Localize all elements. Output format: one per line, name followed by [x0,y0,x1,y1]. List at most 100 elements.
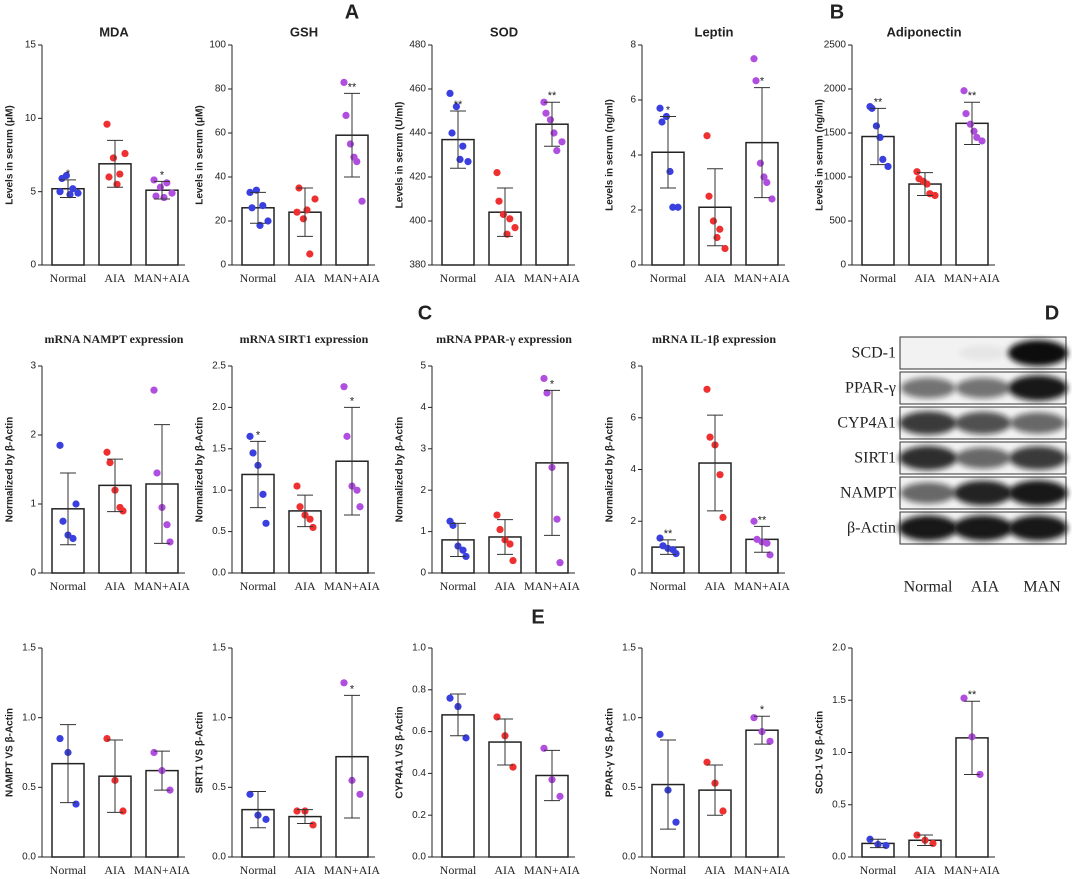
x-tick-label: AIA [294,579,316,593]
y-tick-label: 0 [840,260,846,271]
data-point [353,486,361,494]
data-point [156,183,164,191]
data-point [309,821,317,829]
blot-band [1008,480,1068,506]
data-point [306,250,314,258]
data-point [262,519,270,527]
data-point [499,210,507,218]
y-tick-label: 4 [630,464,636,475]
error-bar [544,101,560,147]
error-bar [107,458,123,513]
x-tick-label: Normal [440,271,477,285]
data-point [669,203,677,211]
data-point [459,142,467,150]
y-axis-label: Normalized by β-Actin [605,417,616,523]
y-tick-label: 2.0 [212,402,226,413]
error-bar [450,110,466,169]
y-tick-label: 80 [215,84,227,95]
blot-band [900,482,956,504]
blot-label: SCD-1 [852,345,896,362]
data-point [493,511,501,519]
data-point [923,180,931,188]
y-axis-label: Levels in serum (μM) [5,105,16,204]
panel-label: D [1045,302,1059,324]
y-tick-label: 1.5 [212,443,226,454]
data-point [750,55,758,63]
error-bar [60,472,76,546]
significance: ** [664,528,673,540]
significance: * [66,168,71,180]
x-tick-label: AIA [294,863,316,877]
data-point [311,195,319,203]
error-bar [754,525,770,553]
blot-band [953,515,1013,541]
y-tick-label: 0.2 [412,810,426,821]
error-bar [154,180,170,200]
chart: mRNA SIRT1 expression Normalized by β-Act… [195,332,381,593]
blot-label: PPAR-γ [845,380,896,397]
significance: * [760,76,765,88]
y-tick-label: 0.5 [22,782,36,793]
y-tick-label: 2500 [824,40,847,51]
blot-band [1008,375,1068,401]
data-point [163,521,171,529]
x-tick-label: MAN+AIA [134,863,190,877]
error-bar [344,92,360,178]
y-tick-label: 60 [215,128,227,139]
y-axis-label: Normalized by β-Actin [395,417,406,523]
data-point [72,800,80,808]
blot-band [898,445,958,471]
data-point [750,714,758,722]
data-point [763,539,771,547]
data-point [340,78,348,86]
y-tick-label: 440 [409,128,426,139]
x-tick-label: MAN+AIA [944,271,1000,285]
data-point [69,534,77,543]
chart-title: mRNA SIRT1 expression [240,332,369,346]
y-tick-label: 1000 [824,172,847,183]
y-tick-label: 0 [630,260,636,271]
x-tick-label: AIA [494,863,516,877]
y-tick-label: 2 [30,430,36,441]
chart-title: SOD [490,24,518,39]
data-point [116,170,124,178]
panel-label: E [531,606,544,628]
blot-band [955,447,1011,469]
y-tick-label: 15 [25,40,37,51]
error-bar [917,172,933,196]
y-tick-label: 3 [420,443,426,454]
data-point [656,730,664,738]
y-tick-label: 0.5 [832,799,846,810]
data-point [105,173,113,181]
error-bar [450,693,466,737]
x-tick-label: AIA [914,271,936,285]
data-point [168,189,176,197]
error-bar [754,87,770,199]
significance: * [760,704,765,716]
blot-band [955,377,1011,399]
x-tick-label: AIA [494,579,516,593]
data-point [248,204,256,212]
x-tick-label: AIA [494,271,516,285]
data-point [342,111,350,119]
data-point [56,441,64,449]
data-point [674,203,682,211]
error-bar [917,834,933,847]
data-point [340,383,348,391]
data-point [879,155,887,163]
bar [745,729,779,858]
significance: * [550,378,555,390]
significance: * [256,429,261,441]
significance: ** [454,99,463,111]
data-point [150,176,158,184]
y-axis-label: SCD-1 VS β-Actin [815,711,826,794]
x-tick-label: AIA [914,863,936,877]
error-bar [660,739,676,830]
significance: * [350,683,355,695]
data-point [150,748,158,757]
data-point [150,386,158,394]
error-bar [250,791,266,829]
error-bar [107,739,123,813]
data-point [296,503,304,511]
blot-band [953,480,1013,506]
